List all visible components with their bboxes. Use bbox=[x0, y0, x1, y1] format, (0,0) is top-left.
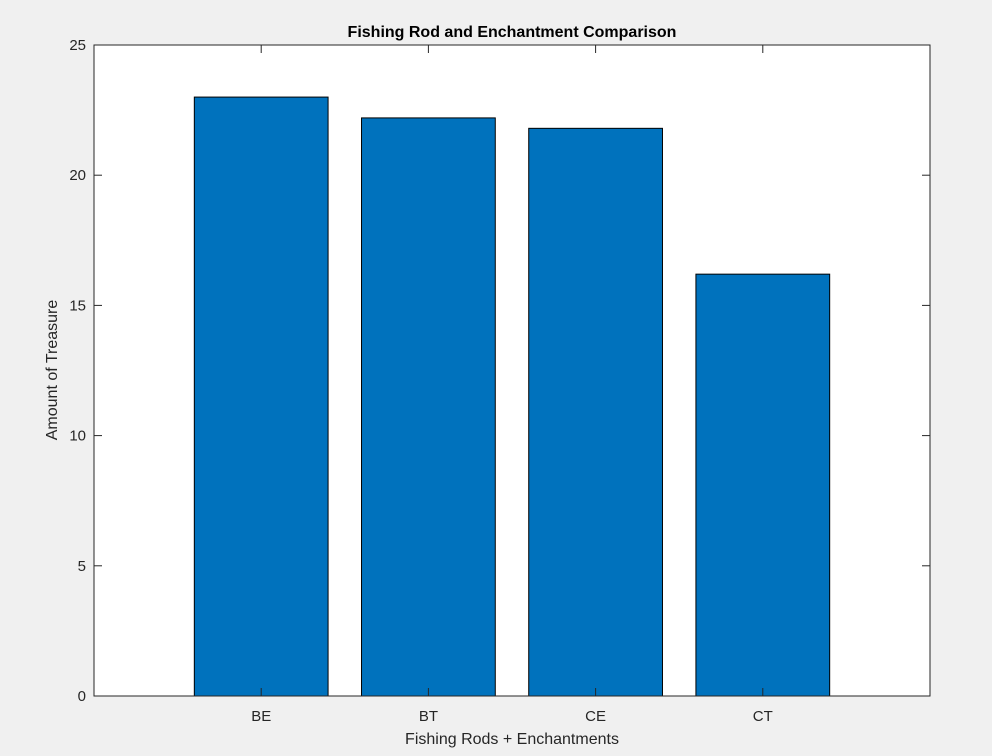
x-tick-label: BT bbox=[419, 708, 438, 725]
x-tick-label: BE bbox=[251, 708, 271, 725]
bar-ct bbox=[695, 273, 831, 697]
bar-ce bbox=[528, 127, 663, 697]
y-tick-label: 25 bbox=[69, 37, 86, 54]
y-axis-label: Amount of Treasure bbox=[44, 300, 61, 441]
y-tick-label: 15 bbox=[69, 297, 86, 314]
bars-group bbox=[193, 96, 831, 697]
y-tick-label: 10 bbox=[69, 428, 86, 445]
bar-be bbox=[193, 96, 329, 697]
x-tick-label: CT bbox=[753, 708, 773, 725]
bar-bt bbox=[361, 117, 496, 697]
y-tick-label: 20 bbox=[69, 167, 86, 184]
y-tick-label: 0 bbox=[78, 688, 86, 705]
axes-box bbox=[93, 44, 931, 697]
x-axis-label: Fishing Rods + Enchantments bbox=[405, 731, 619, 748]
ticks-group: BE BT CE CT 0 5 10 15 20 25 bbox=[69, 37, 930, 725]
y-tick-label: 5 bbox=[78, 558, 86, 575]
x-tick-label: CE bbox=[585, 708, 606, 725]
chart-title: Fishing Rod and Enchantment Comparison bbox=[348, 24, 677, 41]
